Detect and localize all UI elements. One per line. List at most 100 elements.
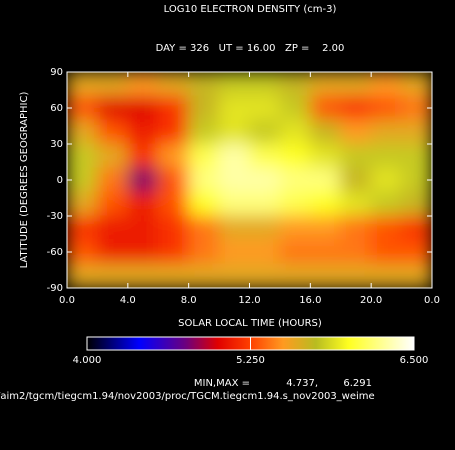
heatmap-cell — [309, 167, 342, 193]
heatmap-cell — [309, 119, 342, 145]
heatmap-cell — [96, 263, 129, 288]
heatmap-cell — [401, 119, 432, 145]
heatmap-cell — [67, 263, 98, 288]
heatmap-cell — [309, 95, 342, 121]
heatmap-cell — [309, 215, 342, 241]
heatmap-cell — [340, 167, 372, 193]
heatmap-cell — [218, 72, 250, 97]
heatmap-cell — [340, 239, 372, 265]
heatmap-cell — [218, 239, 250, 265]
heatmap-cell — [309, 263, 342, 288]
heatmap-cell — [340, 191, 372, 217]
y-tick-label: -90 — [47, 283, 63, 294]
heatmap-cell — [188, 263, 220, 288]
heatmap-cell — [96, 119, 129, 145]
heatmap-cell — [96, 95, 129, 121]
heatmap-cell — [249, 72, 281, 97]
max-value: 6.291 — [343, 378, 372, 389]
heatmap-cell — [218, 95, 250, 121]
heatmap-cell — [279, 119, 311, 145]
x-tick-label: 0.0 — [424, 295, 440, 306]
heatmap-cell — [157, 119, 190, 145]
y-tick-label: 60 — [50, 103, 63, 114]
heatmap-cell — [401, 72, 432, 97]
chart-title: LOG10 ELECTRON DENSITY (cm-3) — [164, 4, 337, 15]
heatmap-cell — [218, 215, 250, 241]
heatmap-cell — [401, 239, 432, 265]
heatmap-cell — [309, 191, 342, 217]
heatmap-cell — [127, 167, 159, 193]
x-axis-label: SOLAR LOCAL TIME (HOURS) — [178, 318, 322, 329]
heatmap-cell — [279, 239, 311, 265]
heatmap-cell — [279, 263, 311, 288]
heatmap-cell — [67, 215, 98, 241]
heatmap-cell — [370, 263, 403, 288]
heatmap-cell — [370, 119, 403, 145]
heatmap-cell — [188, 215, 220, 241]
heatmap-cell — [96, 191, 129, 217]
heatmap-cell — [340, 263, 372, 288]
footer-path: /aim2/tgcm/tiegcm1.94/nov2003/proc/TGCM.… — [0, 391, 375, 402]
heatmap-cell — [218, 263, 250, 288]
heatmap-cell — [340, 215, 372, 241]
heatmap-cell — [309, 72, 342, 97]
heatmap-cells — [67, 72, 432, 288]
heatmap-cell — [96, 72, 129, 97]
min-max-label: MIN,MAX = — [194, 378, 250, 389]
heatmap-cell — [249, 215, 281, 241]
heatmap-cell — [340, 143, 372, 169]
heatmap-cell — [249, 239, 281, 265]
heatmap-cell — [96, 143, 129, 169]
heatmap-cell — [309, 239, 342, 265]
heatmap-cell — [67, 72, 98, 97]
heatmap-cell — [279, 167, 311, 193]
chart-subtitle: DAY = 326 UT = 16.00 ZP = 2.00 — [156, 43, 345, 54]
y-axis-label: LATITUDE (DEGREES GEOGRAPHIC) — [19, 92, 30, 269]
heatmap-cell — [370, 167, 403, 193]
heatmap-cell — [127, 143, 159, 169]
heatmap-cell — [370, 239, 403, 265]
heatmap-cell — [370, 72, 403, 97]
heatmap-cell — [96, 167, 129, 193]
heatmap-cell — [249, 191, 281, 217]
colorbar-tick-label: 5.250 — [236, 355, 265, 366]
heatmap-cell — [370, 191, 403, 217]
heatmap-cell — [309, 143, 342, 169]
heatmap-cell — [279, 215, 311, 241]
heatmap-cell — [401, 215, 432, 241]
heatmap-cell — [249, 119, 281, 145]
x-tick-label: 8.0 — [181, 295, 197, 306]
heatmap-cell — [188, 167, 220, 193]
x-tick-label: 0.0 — [59, 295, 75, 306]
heatmap-cell — [340, 95, 372, 121]
heatmap-cell — [96, 215, 129, 241]
heatmap-cell — [157, 95, 190, 121]
heatmap-cell — [401, 167, 432, 193]
y-tick-label: 30 — [50, 139, 63, 150]
heatmap-cell — [67, 191, 98, 217]
x-tick-label: 20.0 — [360, 295, 382, 306]
heatmap-cell — [188, 143, 220, 169]
heatmap-cell — [401, 143, 432, 169]
heatmap-cell — [127, 191, 159, 217]
heatmap-cell — [127, 239, 159, 265]
heatmap-cell — [67, 167, 98, 193]
y-tick-label: -30 — [47, 211, 63, 222]
colorbar-tick-label: 4.000 — [73, 355, 102, 366]
heatmap-cell — [157, 143, 190, 169]
heatmap-cell — [157, 191, 190, 217]
heatmap-cell — [370, 95, 403, 121]
heatmap-cell — [96, 239, 129, 265]
heatmap-cell — [370, 215, 403, 241]
heatmap-cell — [218, 119, 250, 145]
heatmap-cell — [218, 143, 250, 169]
heatmap-cell — [67, 95, 98, 121]
heatmap-cell — [249, 143, 281, 169]
heatmap-cell — [157, 72, 190, 97]
heatmap-cell — [127, 263, 159, 288]
heatmap-cell — [157, 263, 190, 288]
heatmap-cell — [127, 215, 159, 241]
heatmap-cell — [157, 215, 190, 241]
heatmap-cell — [67, 143, 98, 169]
